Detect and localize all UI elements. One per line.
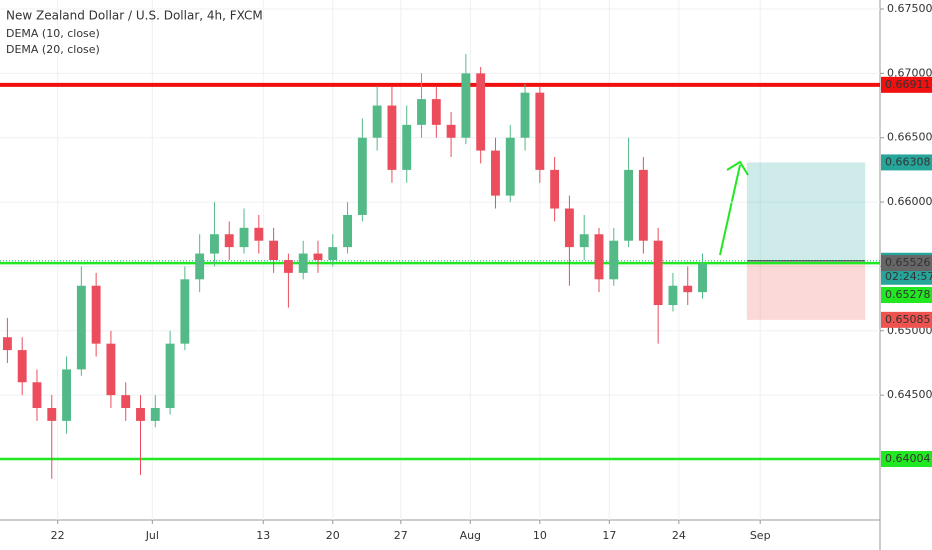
candle-body [47,408,57,421]
arrow-head [726,160,749,176]
y-tick-label: 0.66000 [887,195,932,208]
candle-body [254,227,264,241]
candle-body [136,408,145,421]
x-tick-label: 13 [256,529,270,542]
candle-body [76,285,86,370]
candle-body [17,350,27,383]
candle-body [121,395,131,409]
price-label-bg [881,154,932,171]
candle-body [62,369,71,421]
candle-body [417,99,426,125]
y-tick-label: 0.67500 [887,2,932,15]
target-zone [746,162,866,261]
candle-body [106,343,116,396]
countdown: 02:24:57 [885,270,932,283]
candle-body [298,253,308,273]
candle-body [180,279,190,344]
candle-body [239,227,249,248]
x-tick-label: 10 [533,529,547,542]
candle-body [505,137,515,196]
candle-body [668,285,678,306]
candle-body [269,240,279,260]
x-tick-label: Sep [750,529,771,542]
price-label-bg [881,450,932,467]
price-label: 0.66308 [885,155,931,168]
x-tick-label: 24 [672,529,686,542]
candle-body [283,260,293,273]
candle-body [343,214,352,248]
y-tick-label: 0.66500 [887,131,932,144]
candle-body [402,124,412,170]
candle-body [638,169,648,241]
candle-body [564,208,574,248]
price-label: 0.66911 [885,78,931,91]
x-tick-label: Aug [460,529,481,542]
candle-body [624,169,634,241]
price-label-bg [881,287,932,304]
x-tick-label: Jul [145,529,159,542]
candle-body [446,124,456,138]
candle-body [491,150,500,196]
price-label: 0.65085 [885,313,931,326]
indicator-label: DEMA (10, close) [6,27,100,40]
candle-body [224,234,234,248]
candle-body [32,382,42,409]
x-tick-label: 27 [394,529,408,542]
countdown-bg [881,268,932,285]
candle-body [594,234,604,280]
y-tick-label: 0.67000 [887,66,932,79]
candle-body [653,240,663,306]
chart-title: New Zealand Dollar / U.S. Dollar, 4h, FX… [6,9,263,23]
price-label-bg [881,255,932,272]
candle-body [609,240,619,280]
x-tick-label: 17 [602,529,616,542]
candle-body [210,234,219,254]
candle-body [91,285,101,344]
candle-body [357,137,367,215]
candle-body [550,169,560,209]
arrow-shaft [719,164,741,256]
candle-body [431,99,441,125]
x-tick-label: 22 [51,529,65,542]
price-label: 0.65278 [885,288,931,301]
candle-body [520,92,530,138]
candle-body [313,253,323,260]
price-label: 0.64004 [885,452,931,465]
candle-body [2,337,12,351]
candle-body [195,253,205,280]
candle-body [461,73,471,138]
candle-body [328,247,338,260]
candle-body [476,73,486,151]
y-tick-label: 0.64500 [887,388,932,401]
candle-body [535,92,545,170]
candle-body [372,105,382,138]
stop-zone [746,260,866,320]
price-label-bg [881,76,932,93]
candle-body [150,408,160,421]
candle-body [579,234,589,248]
price-label-bg [881,311,932,328]
candle-body [165,343,175,409]
price-label: 0.65526 [885,256,931,269]
candle-body [683,285,693,293]
candle-body [387,105,397,170]
x-tick-label: 20 [326,529,340,542]
indicator-label: DEMA (20, close) [6,43,100,56]
candle-body [698,263,707,293]
